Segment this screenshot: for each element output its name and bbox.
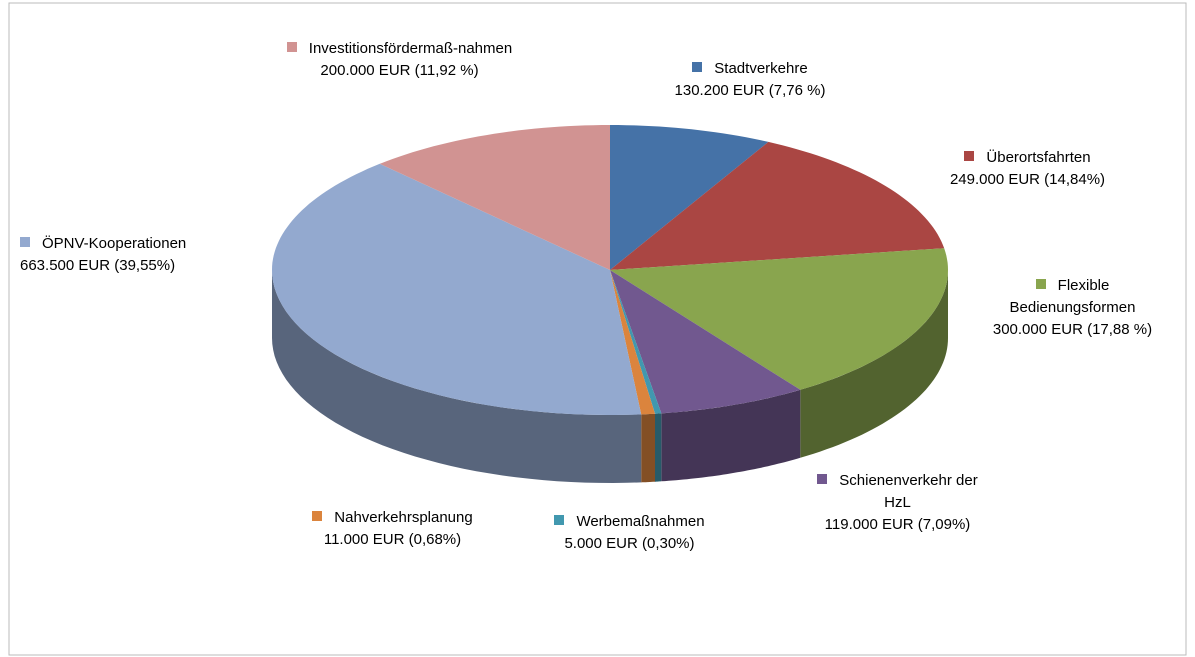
label-head: Flexible Bedienungsformen [980, 275, 1165, 319]
legend-swatch [20, 237, 30, 247]
slice-side [655, 413, 662, 482]
legend-swatch [692, 62, 703, 72]
slice [610, 270, 655, 415]
slice [272, 163, 642, 415]
value-label: 300.000 EUR (17,88 %) [992, 321, 1153, 338]
value-label: 200.000 EUR (11,92 %) [320, 62, 479, 79]
category-name: Flexible Bedienungsformen [1009, 277, 1136, 316]
label-head: Investitionsfördermaß-nahmen [285, 38, 515, 60]
label-head: Überortsfahrten [905, 147, 1150, 169]
legend-swatch [817, 474, 828, 484]
slice [610, 248, 948, 390]
legend-swatch [312, 511, 323, 521]
value-label: 249.000 EUR (14,84%) [949, 171, 1106, 188]
slice-label: Investitionsfördermaß-nahmen 200.000 EUR … [262, 38, 537, 82]
slice-label: Flexible Bedienungsformen 300.000 EUR (17… [955, 275, 1190, 341]
slice [379, 125, 610, 270]
category-name: ÖPNV-Kooperationen [42, 235, 187, 252]
legend-swatch [964, 151, 975, 161]
value-label: 130.200 EUR (7,76 %) [674, 82, 826, 99]
slice-label: ÖPNV-Kooperationen 663.500 EUR (39,55%) [20, 233, 290, 277]
category-name: Schienenverkehr der HzL [839, 472, 978, 511]
category-name: Stadtverkehre [714, 60, 808, 77]
label-head: ÖPNV-Kooperationen [20, 233, 290, 255]
slice [610, 125, 769, 270]
label-head: Stadtverkehre [625, 58, 875, 80]
slice-label: Schienenverkehr der HzL 119.000 EUR (7,09… [785, 470, 1010, 536]
slice-side [272, 270, 642, 483]
value-label: 119.000 EUR (7,09%) [824, 516, 971, 533]
legend-swatch [1035, 279, 1046, 289]
legend-swatch [554, 515, 565, 525]
value-label: 5.000 EUR (0,30%) [564, 535, 695, 552]
value-label: 11.000 EUR (0,68%) [323, 531, 462, 548]
category-name: Werbemaßnahmen [576, 513, 705, 530]
label-head: Schienenverkehr der HzL [810, 470, 985, 514]
slice-side [661, 389, 801, 482]
slice [610, 270, 801, 414]
slice-label: Werbemaßnahmen 5.000 EUR (0,30%) [522, 511, 737, 555]
label-head: Werbemaßnahmen [522, 511, 737, 533]
category-name: Überortsfahrten [986, 149, 1091, 166]
legend-swatch [286, 42, 297, 52]
slice [610, 141, 945, 270]
category-name: Nahverkehrsplanung [334, 509, 473, 526]
slice-side [641, 413, 655, 483]
slice-label: Überortsfahrten 249.000 EUR (14,84%) [905, 147, 1150, 191]
value-label: 663.500 EUR (39,55%) [20, 257, 176, 274]
slice-side [800, 270, 948, 458]
slice-label: Stadtverkehre 130.200 EUR (7,76 %) [625, 58, 875, 102]
label-head: Nahverkehrsplanung [280, 507, 505, 529]
category-name: Investitionsfördermaß-nahmen [308, 40, 513, 57]
slice-label: Nahverkehrsplanung 11.000 EUR (0,68%) [280, 507, 505, 551]
slice [610, 270, 662, 414]
